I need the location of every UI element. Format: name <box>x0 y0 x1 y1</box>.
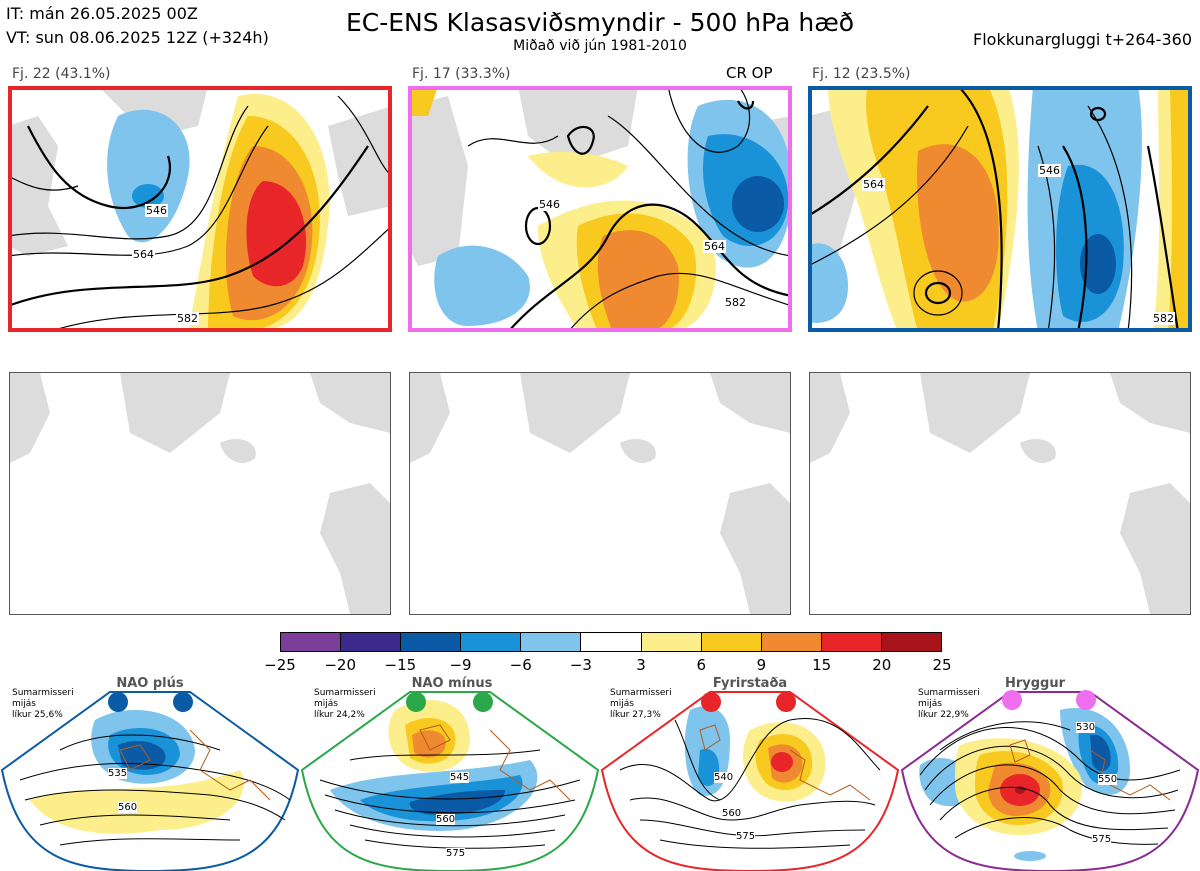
colorbar-swatch <box>880 633 942 651</box>
page-subtitle: Miðað við jún 1981-2010 <box>513 38 687 54</box>
colorbar-swatch <box>700 633 761 651</box>
regime-avg: mijás <box>12 699 36 709</box>
regime-dot <box>1076 690 1096 710</box>
regime-prob: líkur 22,9% <box>918 710 969 720</box>
contour-label: 560 <box>118 802 138 813</box>
cluster-3-border <box>808 86 1192 332</box>
regime-dot <box>406 692 426 712</box>
colorbar-tick-label: 20 <box>872 656 892 674</box>
contour-label: 546 <box>1038 164 1061 177</box>
colorbar-tick-label: 3 <box>636 656 646 674</box>
cluster-3-map[interactable]: 546 564 582 <box>808 86 1192 332</box>
contour-label: 535 <box>108 768 128 779</box>
colorbar-swatch <box>760 633 821 651</box>
regime-ridge: Hryggur Sumarmisseri mijás líkur 22,9% 5… <box>900 676 1200 871</box>
colorbar-ticks: −25 −20 −15 −9 −6 −3 3 6 9 15 20 25 <box>0 656 1200 676</box>
classification-window: Flokkunargluggi t+264-360 <box>973 30 1192 49</box>
cluster-3-label: Fj. 12 (23.5%) <box>812 66 911 82</box>
contour-label: 564 <box>703 240 726 253</box>
regime-prob: líkur 25,6% <box>12 710 63 720</box>
regime-name: NAO mínus <box>411 676 493 691</box>
contour-label: 560 <box>436 814 456 825</box>
colorbar-swatch <box>281 633 341 651</box>
empty-map-2 <box>409 372 791 615</box>
regime-season: Sumarmisseri <box>314 688 376 698</box>
contour-label: 582 <box>724 296 747 309</box>
regime-dot <box>701 692 721 712</box>
colorbar-swatch <box>400 633 461 651</box>
cluster-1-label: Fj. 22 (43.1%) <box>12 66 111 82</box>
regime-nao-plus: NAO plús Sumarmisseri mijás líkur 25,6% … <box>0 676 300 871</box>
contour-label: 545 <box>450 772 470 783</box>
regime-season: Sumarmisseri <box>12 688 74 698</box>
contour-label: 575 <box>736 831 756 842</box>
cluster-2-map[interactable]: 546 564 582 <box>408 86 792 332</box>
regime-dot <box>1002 690 1022 710</box>
regime-name: Hryggur <box>1004 676 1066 691</box>
contour-label: 540 <box>714 772 734 783</box>
contour-label: 560 <box>722 808 742 819</box>
colorbar-tick-label: 15 <box>812 656 832 674</box>
contour-label: 575 <box>446 848 466 859</box>
colorbar-swatch <box>340 633 401 651</box>
regime-season: Sumarmisseri <box>918 688 980 698</box>
colorbar <box>280 632 942 652</box>
regime-avg: mijás <box>314 699 338 709</box>
regime-name: NAO plús <box>116 676 184 691</box>
colorbar-tick-label: −9 <box>449 656 472 674</box>
cluster-1-map[interactable]: 546 564 582 <box>8 86 392 332</box>
colorbar-swatch <box>460 633 521 651</box>
empty-map-1 <box>9 372 391 615</box>
contour-label: 575 <box>1092 834 1112 845</box>
regime-dot <box>108 692 128 712</box>
regime-prob: líkur 24,2% <box>314 710 365 720</box>
contour-label: 546 <box>538 198 561 211</box>
contour-label: 582 <box>1152 312 1175 325</box>
colorbar-swatch <box>580 633 641 651</box>
colorbar-tick-label: 25 <box>932 656 952 674</box>
regime-season: Sumarmisseri <box>610 688 672 698</box>
cluster-2-op-label: CR OP <box>726 64 773 82</box>
regime-avg: mijás <box>610 699 634 709</box>
contour-label: 530 <box>1076 722 1096 733</box>
colorbar-swatch <box>820 633 881 651</box>
contour-label: 546 <box>145 204 168 217</box>
cluster-2-border <box>408 86 792 332</box>
colorbar-swatch <box>520 633 581 651</box>
empty-map-3 <box>809 372 1191 615</box>
regime-prob: líkur 27,3% <box>610 710 661 720</box>
valid-time: VT: sun 08.06.2025 12Z (+324h) <box>6 28 269 47</box>
colorbar-tick-label: 9 <box>756 656 767 674</box>
regime-name: Fyrirstaða <box>712 676 788 691</box>
colorbar-tick-label: −15 <box>384 656 417 674</box>
colorbar-tick-label: −6 <box>509 656 532 674</box>
colorbar-swatch <box>640 633 701 651</box>
regime-dot <box>776 692 796 712</box>
contour-label: 564 <box>862 178 885 191</box>
colorbar-tick-label: −20 <box>324 656 356 674</box>
regime-dot <box>173 692 193 712</box>
initial-time: IT: mán 26.05.2025 00Z <box>6 4 198 23</box>
colorbar-tick-label: −3 <box>569 656 592 674</box>
regime-dot <box>473 692 493 712</box>
regime-blocking: Fyrirstaða Sumarmisseri mijás líkur 27,3… <box>600 676 900 871</box>
colorbar-tick-label: 6 <box>696 656 707 674</box>
cluster-2-label: Fj. 17 (33.3%) <box>412 66 511 82</box>
contour-label: 564 <box>132 248 155 261</box>
colorbar-tick-label: −25 <box>264 656 296 674</box>
contour-label: 582 <box>176 312 199 325</box>
cluster-1-border <box>8 86 392 332</box>
contour-label: 550 <box>1098 774 1118 785</box>
regime-nao-minus: NAO mínus Sumarmisseri mijás líkur 24,2%… <box>300 676 600 871</box>
page-title: EC-ENS Klasasviðsmyndir - 500 hPa hæð <box>345 8 855 37</box>
regime-avg: mijás <box>918 699 942 709</box>
